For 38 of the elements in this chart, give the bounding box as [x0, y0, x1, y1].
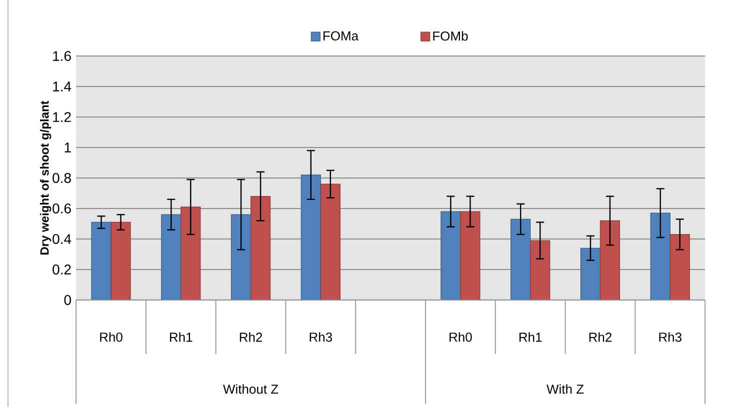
y-tick-label: 0.6 [52, 204, 71, 214]
bar [510, 218, 531, 300]
bar [600, 220, 620, 300]
bar [670, 234, 690, 300]
x-tick-label: Rh1 [170, 332, 192, 342]
bar [180, 206, 201, 300]
x-tick-label: Rh1 [519, 332, 542, 342]
y-tick-label: 1.6 [53, 51, 71, 61]
legend-label: FOMb [433, 31, 468, 41]
bar [440, 211, 461, 300]
bar [300, 174, 321, 300]
text: Without Z [223, 384, 278, 394]
x-tick-label: Rh3 [659, 332, 682, 342]
bar [91, 222, 112, 300]
y-tick-label: 1.4 [53, 82, 72, 92]
legend-label: FOMa [324, 31, 359, 40]
x-tick-label: Rh2 [240, 332, 262, 342]
x-tick-label: Rh0 [450, 332, 472, 342]
bar [230, 214, 252, 300]
y-tick-label: 0.4 [52, 234, 72, 244]
bar [650, 212, 670, 300]
bar [110, 222, 131, 300]
x-tick-label: Rh2 [589, 332, 612, 342]
y-tick-label: 0 [64, 295, 71, 305]
bar [320, 184, 340, 300]
bar [161, 214, 182, 300]
bar [580, 248, 601, 300]
y-axis-title: Dry weight of shoot g/plant [40, 100, 52, 255]
x-tick-label: Rh0 [100, 332, 122, 342]
y-tick-label: 0.2 [52, 264, 71, 274]
y-tick-label: 1 [64, 142, 71, 152]
text: With Z [546, 384, 584, 394]
x-tick-label: Rh3 [310, 332, 332, 342]
y-tick-label: 1.2 [53, 112, 71, 122]
bar [460, 211, 480, 300]
y-tick-label: 0.8 [52, 173, 71, 183]
bar [250, 196, 271, 300]
bar [530, 240, 550, 300]
